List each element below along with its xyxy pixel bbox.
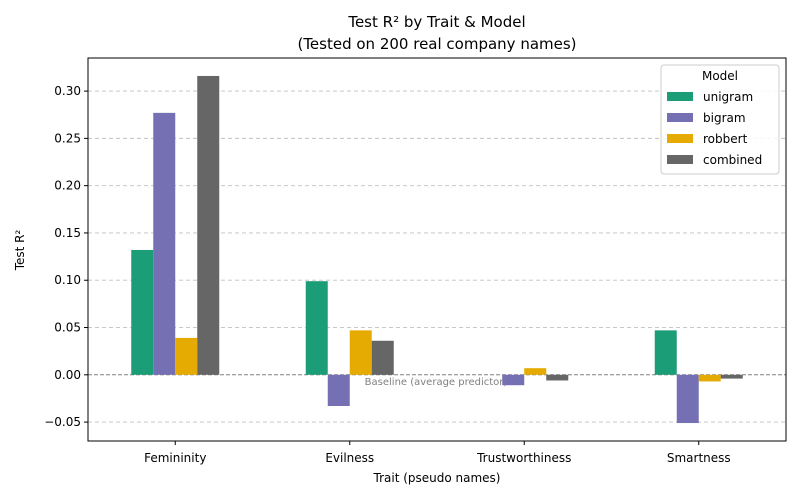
bar-bigram-femininity [153,112,176,375]
x-tick-label: Evilness [325,451,374,465]
legend-title: Model [702,69,738,83]
legend-label-unigram: unigram [703,90,753,104]
bar-robbert-femininity [175,337,198,375]
bar-bigram-smartness [676,374,699,424]
x-tick-label: Smartness [667,451,731,465]
bar-unigram-evilness [305,281,328,375]
x-tick-label: Trustworthiness [476,451,571,465]
y-tick-label: 0.25 [54,131,81,145]
legend-swatch-unigram [667,92,693,101]
bar-combined-smartness [720,374,743,379]
legend-label-combined: combined [703,153,762,167]
y-axis-label: Test R² [13,230,27,272]
plot-frame [87,57,787,442]
y-tick-label: −0.05 [44,415,81,429]
legend-label-bigram: bigram [703,111,746,125]
x-axis-label: Trait (pseudo names) [373,471,501,485]
legend-swatch-robbert [667,134,693,143]
y-tick-label: 0.05 [54,321,81,335]
bar-robbert-smartness [698,374,721,382]
bar-bigram-trustworthiness [502,374,525,386]
legend-swatch-combined [667,155,693,164]
baseline-label: Baseline (average predictor) [365,377,508,388]
legend-swatch-bigram [667,113,693,122]
bar-unigram-smartness [654,330,677,375]
bar-bigram-evilness [327,374,350,407]
bar-combined-evilness [371,340,394,375]
y-tick-label: 0.15 [54,226,81,240]
bar-robbert-trustworthiness [524,368,547,375]
bar-robbert-evilness [349,330,372,375]
y-tick-label: 0.00 [54,368,81,382]
chart-subtitle: (Tested on 200 real company names) [297,35,576,53]
bar-unigram-femininity [131,249,154,375]
y-tick-label: 0.10 [54,273,81,287]
legend-label-robbert: robbert [703,132,748,146]
bar-combined-trustworthiness [546,374,569,381]
y-tick-label: 0.30 [54,84,81,98]
chart-title: Test R² by Trait & Model [347,13,525,31]
x-tick-label: Femininity [144,451,206,465]
bar-combined-femininity [197,75,220,375]
legend: Model unigram bigram robbert combined [660,64,780,175]
y-tick-label: 0.20 [54,179,81,193]
